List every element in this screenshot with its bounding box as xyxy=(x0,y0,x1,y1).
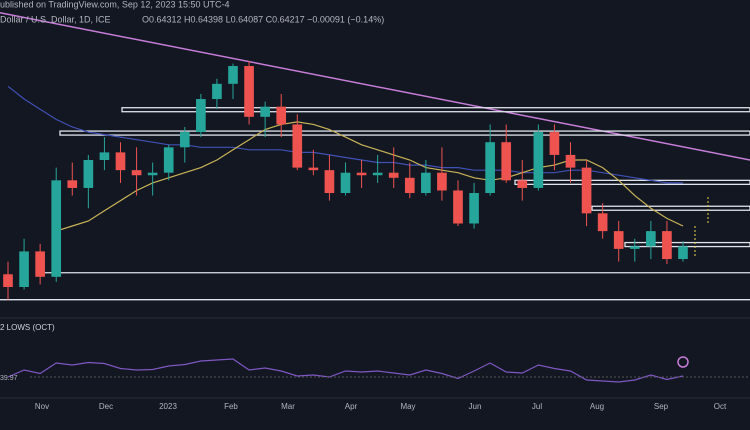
candle-body xyxy=(356,172,367,176)
candle-body xyxy=(533,132,544,188)
x-tick-label: Sep xyxy=(654,402,669,411)
candle-body xyxy=(581,167,592,214)
candle-body xyxy=(629,246,640,249)
candle-body xyxy=(437,172,447,191)
candle-body xyxy=(388,172,399,178)
x-tick-label: Dec xyxy=(99,402,113,411)
candle-body xyxy=(404,177,415,194)
candle-body xyxy=(501,142,512,181)
candle-body xyxy=(549,132,560,155)
candle-body xyxy=(517,180,528,188)
candle-body xyxy=(179,132,190,148)
candle-body xyxy=(292,124,303,168)
candle-body xyxy=(35,251,45,277)
candle-body xyxy=(372,172,383,176)
candle-body xyxy=(244,66,254,117)
candle-body xyxy=(83,160,94,188)
candle-body xyxy=(115,152,126,171)
candle-body xyxy=(597,213,608,232)
symbol: Dollar / U.S. Dollar, 1D, ICE xyxy=(0,14,111,24)
candle-body xyxy=(163,147,174,173)
candle-body xyxy=(99,152,110,160)
candle-body xyxy=(613,231,624,249)
rsi-label: 39.97 xyxy=(0,375,18,382)
candle-body xyxy=(453,190,463,224)
published: ublished on TradingView.com, Sep 12, 202… xyxy=(0,0,229,9)
x-tick-label: Nov xyxy=(35,402,49,411)
candle-body xyxy=(260,106,270,117)
candle-body xyxy=(19,251,29,287)
x-tick-label: Feb xyxy=(224,402,238,411)
candle-body xyxy=(131,170,142,176)
candle-body xyxy=(276,106,287,125)
candle-body xyxy=(421,172,431,194)
candle-body xyxy=(469,193,479,224)
ma-50 xyxy=(56,121,684,232)
x-tick-label: Aug xyxy=(590,402,604,411)
candle-body xyxy=(485,142,495,194)
rsi-line xyxy=(7,358,684,383)
annotation: 2 LOWS (OCT) xyxy=(0,323,55,332)
candle-body xyxy=(212,83,222,100)
x-tick-label: May xyxy=(400,402,415,411)
candle-body xyxy=(646,231,656,247)
candle-body xyxy=(3,274,13,287)
candle-body xyxy=(51,180,62,277)
candle-body xyxy=(340,172,351,194)
candle-body xyxy=(196,99,206,133)
x-tick-label: Jun xyxy=(469,402,482,411)
level-box xyxy=(121,107,750,113)
candle-body xyxy=(67,180,78,188)
candle-body xyxy=(678,246,688,260)
x-tick-label: Oct xyxy=(714,402,727,411)
plot xyxy=(0,11,750,383)
candle-body xyxy=(228,66,238,84)
x-tick-label: Jul xyxy=(532,402,542,411)
x-tick-label: Mar xyxy=(281,402,295,411)
ohlc: O0.64312 H0.64398 L0.64087 C0.64217 −0.0… xyxy=(142,14,384,24)
candle-body xyxy=(662,231,672,260)
alert-icon xyxy=(677,356,689,368)
candle-body xyxy=(147,172,158,176)
level-box xyxy=(59,130,750,136)
x-tick-label: 2023 xyxy=(159,402,177,411)
candle-body xyxy=(324,170,335,194)
level-box xyxy=(514,179,750,185)
candle-body xyxy=(308,167,319,171)
candle-body xyxy=(565,154,576,168)
x-tick-label: Apr xyxy=(345,402,358,411)
level-box xyxy=(591,205,750,211)
